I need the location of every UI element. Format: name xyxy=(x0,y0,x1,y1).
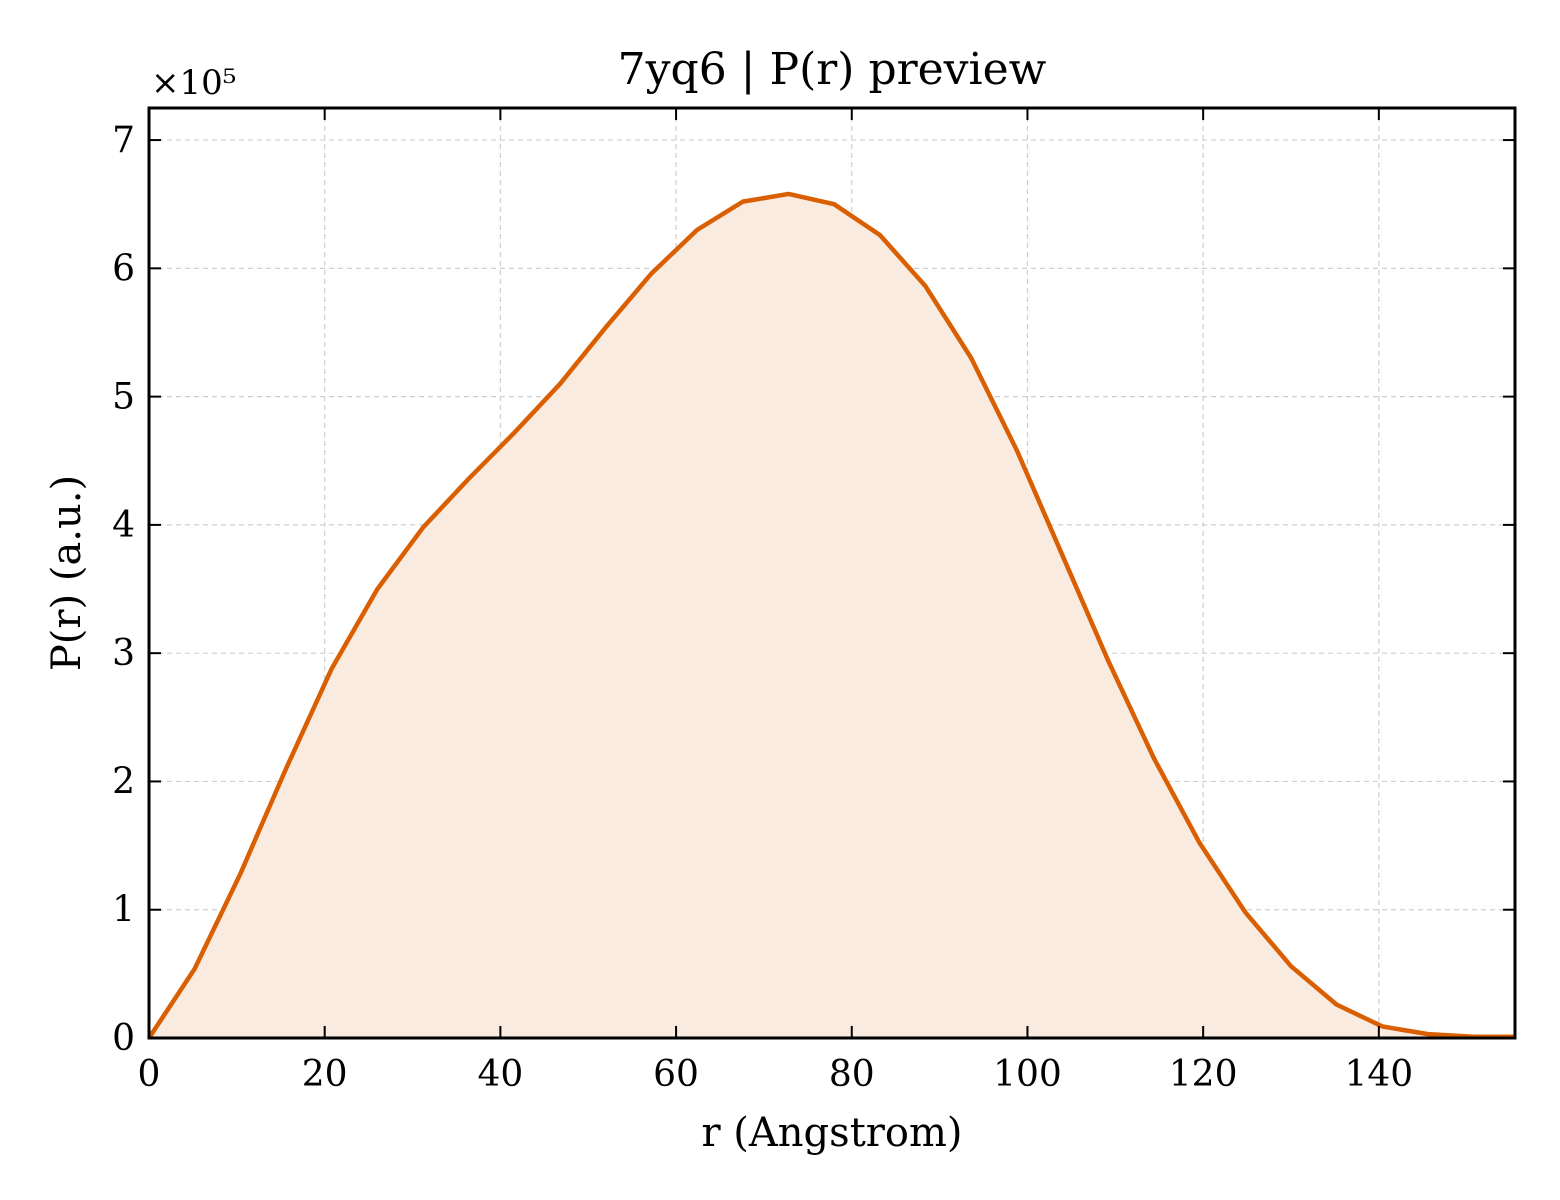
y-tick-label: 6 xyxy=(112,248,135,289)
tick-labels: 0 20 40 60 80 100 120 140 0 1 2 3 4 5 6 7 xyxy=(112,120,1413,1095)
x-axis-label: r (Angstrom) xyxy=(701,1110,962,1156)
x-tick-label: 40 xyxy=(477,1054,523,1095)
y-tick-label: 1 xyxy=(112,890,135,931)
y-multiplier-label: ×10⁵ xyxy=(151,63,236,103)
series-line xyxy=(147,191,1515,1040)
area-fill xyxy=(149,193,1515,1038)
y-tick-label: 4 xyxy=(112,505,135,546)
x-tick-label: 120 xyxy=(1169,1054,1238,1095)
y-tick-label: 7 xyxy=(112,120,135,161)
x-tick-label: 0 xyxy=(138,1054,161,1095)
y-tick-label: 5 xyxy=(112,377,135,418)
x-tick-label: 80 xyxy=(829,1054,875,1095)
y-axis-label: P(r) (a.u.) xyxy=(44,475,90,671)
y-tick-label: 2 xyxy=(112,761,135,802)
x-tick-label: 100 xyxy=(993,1054,1062,1095)
ticks xyxy=(148,108,1515,1039)
plot-frame xyxy=(147,106,1517,1040)
y-tick-label: 3 xyxy=(112,633,135,674)
chart-title: 7yq6 | P(r) preview xyxy=(618,44,1047,95)
x-tick-label: 20 xyxy=(302,1054,348,1095)
x-tick-label: 60 xyxy=(653,1054,699,1095)
y-tick-label: 0 xyxy=(112,1018,135,1059)
x-tick-label: 140 xyxy=(1344,1054,1413,1095)
